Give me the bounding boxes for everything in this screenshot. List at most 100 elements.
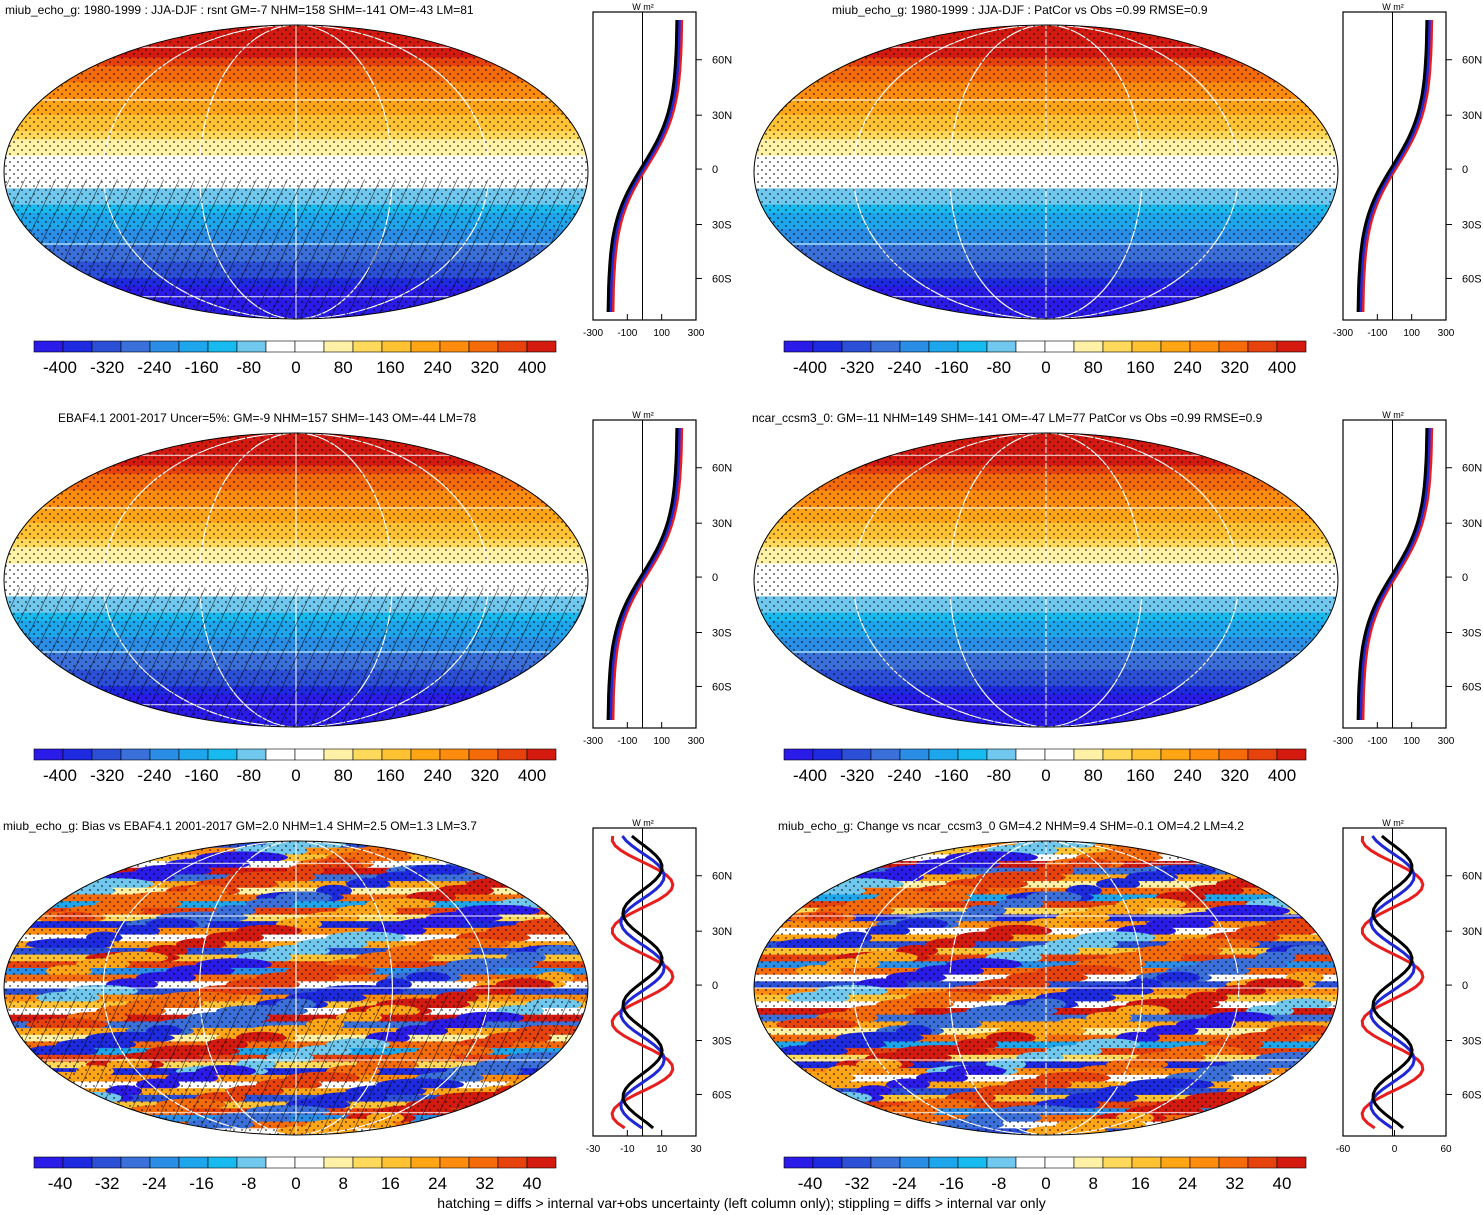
colorbar-label: 16 xyxy=(1131,1174,1150,1193)
profile-line-blue xyxy=(1359,427,1431,721)
profile-units: W m² xyxy=(1382,2,1404,12)
zonal-profile-frame xyxy=(1342,11,1447,321)
colorbar-label: -240 xyxy=(137,358,171,377)
profile-lat-label: 30S xyxy=(712,628,732,640)
profile-lat-label: 30N xyxy=(712,110,732,122)
world-map xyxy=(754,25,1338,319)
zonal-profile-frame xyxy=(1342,419,1447,729)
colorbar-label: -320 xyxy=(90,766,124,785)
profile-xtick: 30 xyxy=(690,1144,702,1155)
profile-line-red xyxy=(611,19,684,313)
colorbar-label: 240 xyxy=(1173,358,1201,377)
profile-line-blue xyxy=(609,427,681,721)
profile-xtick: 300 xyxy=(1438,328,1455,339)
profile-lat-label: 60S xyxy=(1462,273,1482,285)
colorbar-label: -160 xyxy=(935,766,969,785)
profile-lat-label: 60S xyxy=(712,273,732,285)
profile-units: W m² xyxy=(1382,818,1404,828)
profile-lat-label: 0 xyxy=(712,572,718,584)
profile-units: W m² xyxy=(632,410,654,420)
profile-line-red xyxy=(610,835,675,1130)
colorbar-label: 240 xyxy=(423,766,451,785)
profile-lat-label: 30N xyxy=(1462,926,1482,938)
colorbar-label: 8 xyxy=(1088,1174,1097,1193)
colorbar-label: 80 xyxy=(1084,766,1103,785)
profile-xtick: -300 xyxy=(1333,328,1353,339)
profile-lat-label: 30S xyxy=(712,220,732,232)
profile-lat-label: 30S xyxy=(1462,220,1482,232)
profile-lat-label: 0 xyxy=(1462,572,1468,584)
figure-footnote: hatching = diffs > internal var+obs unce… xyxy=(437,1195,1046,1211)
colorbar-label: 320 xyxy=(1221,766,1249,785)
colorbar-label: 240 xyxy=(423,358,451,377)
colorbar-label: -240 xyxy=(887,358,921,377)
colorbar-label: 400 xyxy=(1268,358,1296,377)
colorbar-label: -320 xyxy=(840,358,874,377)
profile-lat-label: 0 xyxy=(712,980,718,992)
profile-line-blue xyxy=(619,835,666,1130)
colorbar-label: -160 xyxy=(185,358,219,377)
profile-xtick: 300 xyxy=(688,328,705,339)
colorbar-label: 0 xyxy=(1041,766,1050,785)
profile-line-blue xyxy=(609,19,681,313)
colorbar-label: 32 xyxy=(1225,1174,1244,1193)
colorbar-label: -320 xyxy=(90,358,124,377)
colorbar-label: 24 xyxy=(428,1174,447,1193)
profile-xtick: 300 xyxy=(688,736,705,747)
profile-line-black xyxy=(1371,834,1414,1130)
world-map xyxy=(754,433,1338,727)
colorbar-label: -8 xyxy=(991,1174,1006,1193)
profile-line-black xyxy=(1356,19,1429,313)
colorbar-label: -400 xyxy=(43,766,77,785)
profile-line-red xyxy=(611,427,684,721)
profile-xtick: -100 xyxy=(1367,328,1387,339)
colorbar-label: 160 xyxy=(376,358,404,377)
zonal-profile-frame xyxy=(592,11,697,321)
colorbar-label: 80 xyxy=(334,766,353,785)
profile-line-blue xyxy=(1359,19,1431,313)
profile-xtick: -60 xyxy=(1336,1144,1351,1155)
profile-xtick: -100 xyxy=(1367,736,1387,747)
profile-xtick: 100 xyxy=(1403,736,1420,747)
profile-lat-label: 60N xyxy=(712,55,732,67)
profile-lat-label: 30S xyxy=(712,1036,732,1048)
colorbar-label: 0 xyxy=(291,766,300,785)
colorbar-label: -160 xyxy=(185,766,219,785)
profile-lat-label: 60S xyxy=(1462,681,1482,693)
profile-xtick: -100 xyxy=(617,736,637,747)
profile-lat-label: 60S xyxy=(712,1089,732,1101)
profile-line-red xyxy=(1361,19,1434,313)
profile-lat-label: 0 xyxy=(1462,164,1468,176)
colorbar-label: -400 xyxy=(793,358,827,377)
panel-title: ncar_ccsm3_0: GM=-11 NHM=149 SHM=-141 OM… xyxy=(752,411,1263,425)
colorbar-label: -80 xyxy=(237,358,262,377)
profile-lat-label: 60N xyxy=(712,463,732,475)
colorbar-label: -8 xyxy=(241,1174,256,1193)
colorbar-label: -160 xyxy=(935,358,969,377)
world-map xyxy=(754,841,1338,1135)
colorbar-label: 400 xyxy=(1268,766,1296,785)
colorbar-label: -80 xyxy=(987,358,1012,377)
colorbar-label: -24 xyxy=(142,1174,167,1193)
colorbar-label: 0 xyxy=(291,358,300,377)
profile-lat-label: 30N xyxy=(1462,518,1482,530)
profile-lat-label: 30N xyxy=(1462,110,1482,122)
colorbar-label: 240 xyxy=(1173,766,1201,785)
profile-xtick: -100 xyxy=(617,328,637,339)
colorbar-label: 80 xyxy=(334,358,353,377)
profile-xtick: 0 xyxy=(1392,1144,1398,1155)
profile-line-red xyxy=(1361,427,1434,721)
colorbar-label: 320 xyxy=(471,766,499,785)
colorbar-label: 160 xyxy=(1126,358,1154,377)
world-map xyxy=(4,25,588,319)
profile-lat-label: 60N xyxy=(1462,871,1482,883)
panel-title: miub_echo_g: 1980-1999 : JJA-DJF : rsnt … xyxy=(5,3,474,17)
colorbar-label: 400 xyxy=(518,766,546,785)
colorbar-label: 16 xyxy=(381,1174,400,1193)
colorbar-label: -40 xyxy=(48,1174,73,1193)
profile-lat-label: 0 xyxy=(1462,980,1468,992)
profile-lat-label: 60N xyxy=(1462,55,1482,67)
profile-xtick: -300 xyxy=(583,328,603,339)
